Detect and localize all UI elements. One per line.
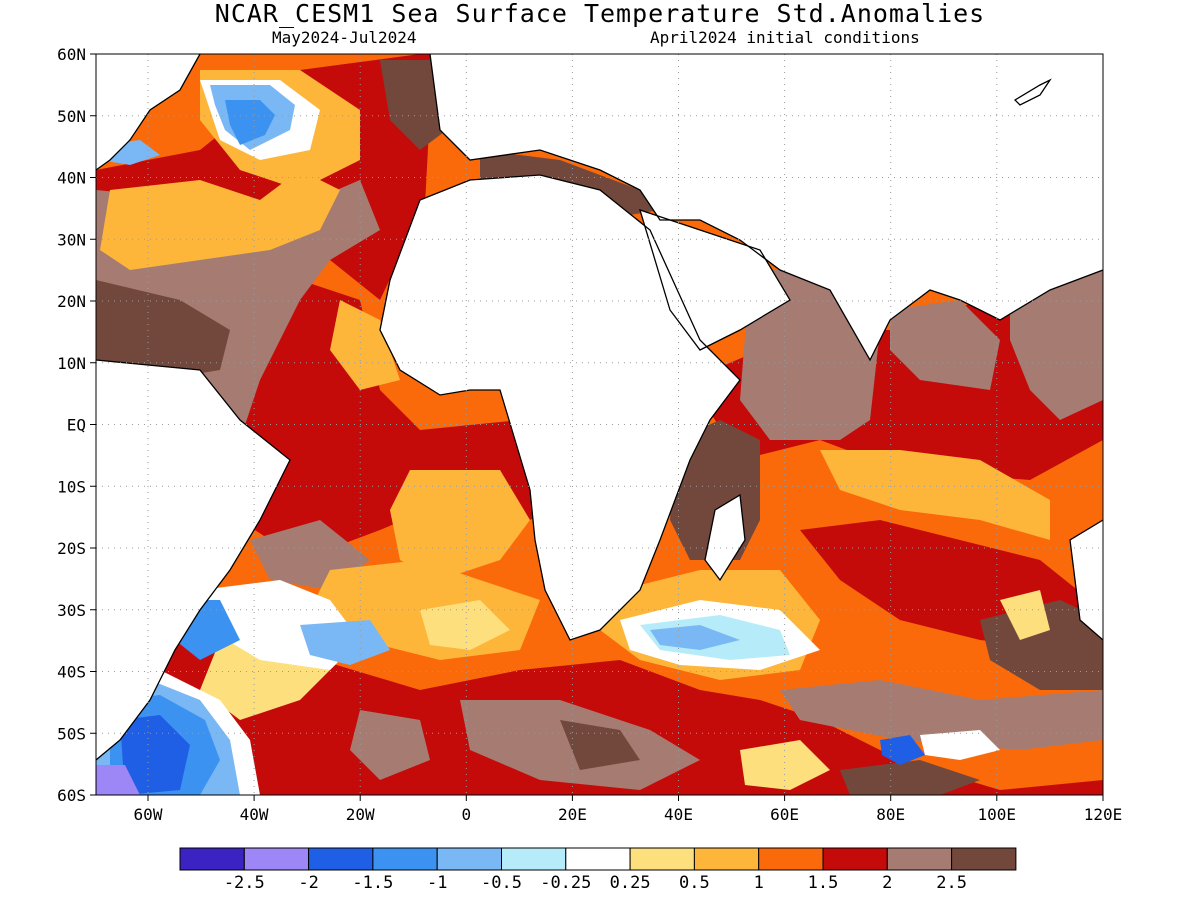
colorbar-label: -0.25 <box>540 873 591 893</box>
colorbar-swatch <box>308 847 374 871</box>
colorbar-swatch <box>179 847 245 871</box>
lon-tick-label: 40W <box>240 805 269 824</box>
longitude-axis: 60W 40W 20W 0 20E 40E 60E 80E 100E 120E <box>134 795 1123 824</box>
lat-tick-label: 50S <box>57 724 86 743</box>
colorbar-swatch <box>693 847 760 871</box>
colorbar-swatch <box>436 847 503 871</box>
lon-tick-label: 20W <box>346 805 375 824</box>
coastlines <box>96 54 1103 761</box>
lat-tick-label: EQ <box>67 416 86 435</box>
lat-tick-label: 40N <box>57 169 86 188</box>
colorbar-swatch <box>886 847 953 871</box>
lat-tick-label: 10S <box>57 477 86 496</box>
lon-tick-label: 0 <box>461 805 471 824</box>
chart-title: NCAR_CESM1 Sea Surface Temperature Std.A… <box>214 0 986 28</box>
colorbar-label: 1.5 <box>808 873 839 893</box>
lat-tick-label: 60N <box>57 45 86 64</box>
lon-tick-label: 80E <box>876 805 905 824</box>
lat-tick-label: 10N <box>57 354 86 373</box>
map-field <box>96 54 1103 795</box>
colorbar-swatch <box>951 847 1017 871</box>
lon-tick-label: 20E <box>558 805 587 824</box>
lat-tick-label: 30S <box>57 601 86 620</box>
colorbar-swatch <box>565 847 631 871</box>
colorbar-swatch <box>372 847 438 871</box>
colorbar-label: 2.5 <box>936 873 967 893</box>
colorbar: -2.5 -2 -1.5 -1 -0.5 -0.25 0.25 0.5 1 1.5 2 2.5 <box>179 847 1017 893</box>
lat-tick-label: 30N <box>57 230 86 249</box>
colorbar-label: 2 <box>882 873 892 893</box>
land-masses <box>96 54 1103 760</box>
latitude-axis: 60N 50N 40N 30N 20N 10N EQ 10S 20S 30S 40S 50S 60S <box>57 45 96 805</box>
lat-tick-label: 60S <box>57 786 86 805</box>
colorbar-label: -1.5 <box>352 873 393 893</box>
lat-tick-label: 40S <box>57 663 86 682</box>
lon-tick-label: 60W <box>134 805 163 824</box>
colorbar-label: -2 <box>298 873 318 893</box>
lat-tick-label: 20N <box>57 292 86 311</box>
colorbar-label: 1 <box>754 873 764 893</box>
initial-conditions-label: April2024 initial conditions <box>650 28 920 47</box>
lat-tick-label: 20S <box>57 539 86 558</box>
colorbar-swatch <box>822 847 888 871</box>
forecast-period: May2024-Jul2024 <box>272 28 417 47</box>
colorbar-label: -2.5 <box>224 873 265 893</box>
lat-tick-label: 50N <box>57 107 86 126</box>
colorbar-label: 0.5 <box>679 873 710 893</box>
lon-tick-label: 60E <box>770 805 799 824</box>
colorbar-label: -0.5 <box>481 873 522 893</box>
colorbar-swatch <box>501 847 567 871</box>
colorbar-label: -1 <box>427 873 447 893</box>
colorbar-swatch <box>243 847 310 871</box>
colorbar-swatch <box>629 847 695 871</box>
lon-tick-label: 100E <box>978 805 1017 824</box>
colorbar-label: 0.25 <box>610 873 651 893</box>
lon-tick-label: 120E <box>1084 805 1123 824</box>
colorbar-swatch <box>758 847 824 871</box>
lon-tick-label: 40E <box>664 805 693 824</box>
